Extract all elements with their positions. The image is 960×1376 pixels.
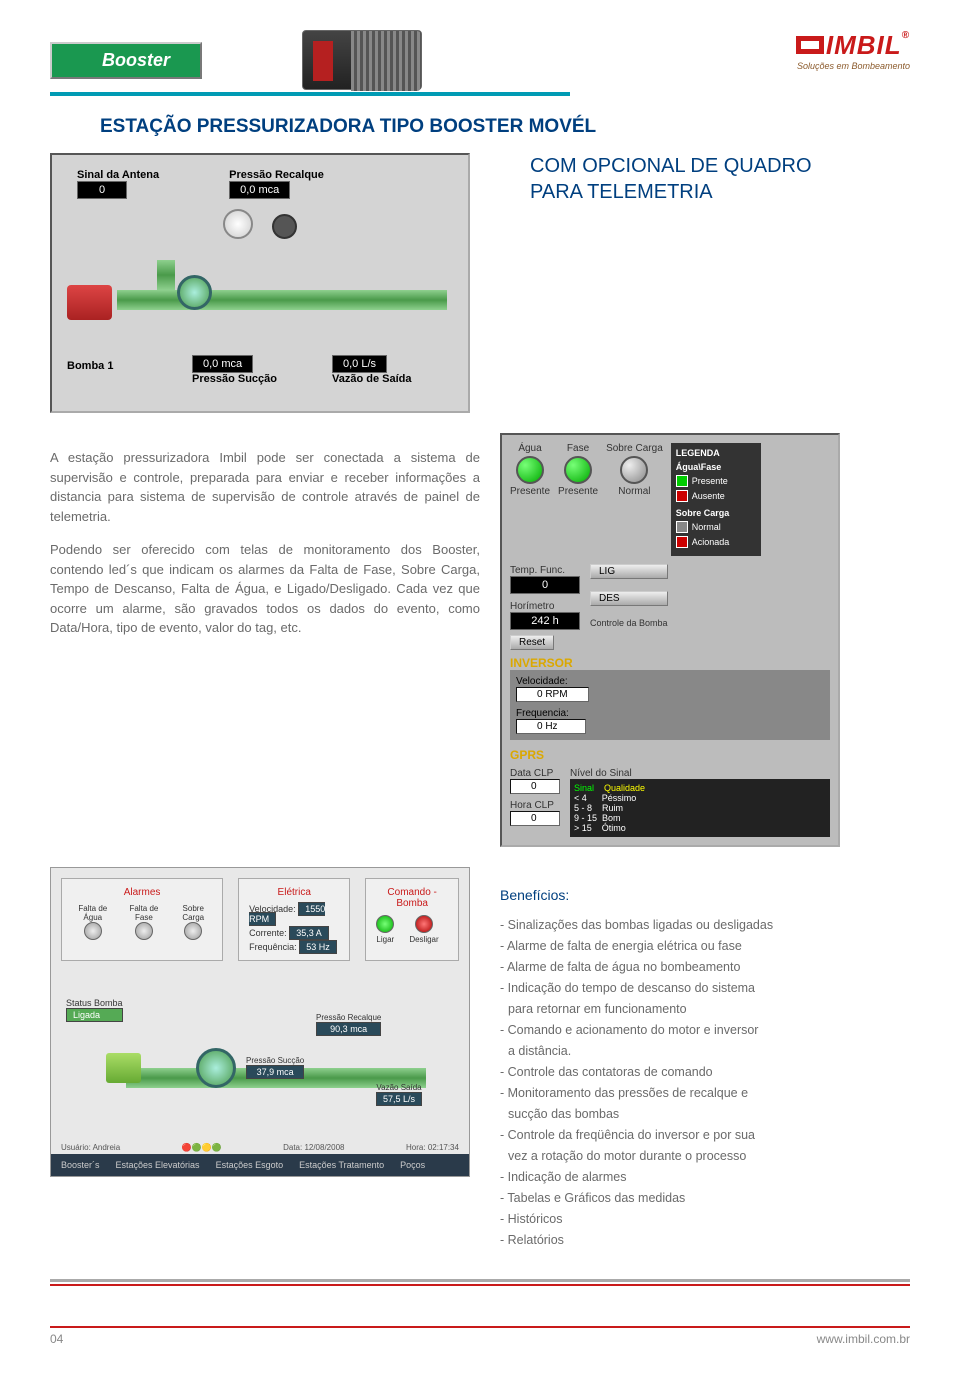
nivel-sinal-table: Sinal Qualidade < 4 Péssimo 5 - 8 Ruim 9…: [570, 779, 830, 837]
tab-tratamento[interactable]: Estações Tratamento: [293, 1158, 390, 1172]
pump-diagram: [67, 250, 447, 350]
pump-body-icon: [177, 275, 212, 310]
label-temp-func: Temp. Func.: [510, 565, 565, 576]
paragraph-2: Podendo ser oferecido com telas de monit…: [50, 540, 480, 638]
tab-esgoto[interactable]: Estações Esgoto: [210, 1158, 290, 1172]
label-gprs: GPRS: [510, 748, 830, 762]
value-velocidade: 0 RPM: [516, 687, 589, 702]
benefit-item: - Monitoramento das pressões de recalque…: [500, 1083, 910, 1103]
value-hora-clp: 0: [510, 811, 560, 826]
label-pressao-recalque: Pressão Recalque: [229, 169, 324, 181]
benefit-item: para retornar em funcionamento: [500, 999, 910, 1019]
label-horimetro: Horímetro: [510, 601, 554, 612]
value-pressao-recalque: 0,0 mca: [229, 181, 290, 199]
led-fase: [564, 456, 592, 484]
status-sobrecarga: Normal: [618, 486, 650, 497]
pump-body-icon-3: [196, 1048, 236, 1088]
benefits-list: - Sinalizações das bombas ligadas ou des…: [500, 915, 910, 1250]
tab-elevatorias[interactable]: Estações Elevatórias: [110, 1158, 206, 1172]
led-agua: [516, 456, 544, 484]
eletrica-group: Elétrica Velocidade: 1550 RPM Corrente: …: [238, 878, 350, 961]
legend-box: LEGENDA Água\Fase Presente Ausente Sobre…: [671, 443, 761, 556]
value-corr3: 35,3 A: [289, 926, 329, 940]
label-fase: Fase: [567, 443, 589, 454]
benefit-item: vez a rotação do motor durante o process…: [500, 1146, 910, 1166]
label-sinal-antena: Sinal da Antena: [77, 169, 159, 181]
benefit-item: sucção das bombas: [500, 1104, 910, 1124]
des-button[interactable]: DES: [590, 591, 668, 606]
benefit-item: - Comando e acionamento do motor e inver…: [500, 1020, 910, 1040]
motor-icon: [67, 285, 112, 320]
brand-logo: IMBIL® Soluções em Bombeamento: [796, 30, 910, 71]
value-pressao-succao: 0,0 mca: [192, 355, 253, 373]
label-pressao-succao: Pressão Sucção: [192, 373, 277, 385]
value-data-clp: 0: [510, 779, 560, 794]
reset-button[interactable]: Reset: [510, 635, 554, 650]
value-horimetro: 242 h: [510, 612, 580, 630]
benefit-item: - Indicação do tempo de descanso do sist…: [500, 978, 910, 998]
motor-icon-3: [106, 1053, 141, 1083]
hmi-panel-2: Água Presente Fase Presente Sobre Carga Nor…: [500, 433, 840, 847]
label-bomba: Bomba 1: [67, 360, 113, 372]
benefit-item: - Sinalizações das bombas ligadas ou des…: [500, 915, 910, 935]
pr-box: Pressão Recalque90,3 mca: [316, 1013, 381, 1036]
paragraph-1: A estação pressurizadora Imbil pode ser …: [50, 448, 480, 526]
page-title: ESTAÇÃO PRESSURIZADORA TIPO BOOSTER MOVÉ…: [100, 116, 910, 138]
vs-box: Vazão Saída57,5 L/s: [376, 1083, 422, 1106]
status-fase: Presente: [558, 486, 598, 497]
label-agua: Água: [518, 443, 541, 454]
benefit-item: a distância.: [500, 1041, 910, 1061]
benefit-item: - Tabelas e Gráficos das medidas: [500, 1188, 910, 1208]
valve-icon: [272, 214, 297, 239]
benefits-title: Benefícios:: [500, 887, 910, 903]
status-agua: Presente: [510, 486, 550, 497]
label-controle-bomba: Controle da Bomba: [590, 618, 668, 628]
hmi-panel-1: Sinal da Antena 0 Pressão Recalque 0,0 m…: [50, 153, 470, 413]
value-frequencia: 0 Hz: [516, 719, 586, 734]
ps-box: Pressão Sucção37,9 mca: [246, 1056, 304, 1079]
value-vazao-saida: 0,0 L/s: [332, 355, 387, 373]
benefit-item: - Alarme de falta de energia elétrica ou…: [500, 936, 910, 956]
led-sobre-carga: [184, 922, 202, 940]
equipment-photo: [302, 30, 422, 90]
alarmes-group: Alarmes Falta de Água Falta de Fase Sobr…: [61, 878, 223, 961]
benefit-item: - Alarme de falta de água no bombeamento: [500, 957, 910, 977]
value-freq3: 53 Hz: [299, 940, 337, 954]
label-data-clp: Data CLP: [510, 768, 560, 779]
led-sobrecarga: [620, 456, 648, 484]
benefit-item: - Controle da freqüência do inversor e p…: [500, 1125, 910, 1145]
label-nivel-sinal: Nível do Sinal: [570, 768, 830, 779]
tab-pocos[interactable]: Poços: [394, 1158, 431, 1172]
led-falta-agua: [84, 922, 102, 940]
benefit-item: - Indicação de alarmes: [500, 1167, 910, 1187]
product-tab: Booster: [50, 42, 202, 79]
nav-tabs: Booster´s Estações Elevatórias Estações …: [51, 1154, 469, 1176]
status-bar: Usuário: Andreia 🔴🟢🟡🟢 Data: 12/08/2008 H…: [61, 1143, 459, 1152]
tab-boosters[interactable]: Booster´s: [55, 1158, 106, 1172]
benefit-item: - Históricos: [500, 1209, 910, 1229]
led-falta-fase: [135, 922, 153, 940]
benefit-item: - Relatórios: [500, 1230, 910, 1250]
footer-rule: [50, 1279, 910, 1282]
subtitle: COM OPCIONAL DE QUADRO PARA TELEMETRIA: [530, 153, 910, 205]
comando-group: Comando - Bomba Ligar Desligar: [365, 878, 459, 961]
lig-button[interactable]: LIG: [590, 564, 668, 579]
label-hora-clp: Hora CLP: [510, 800, 560, 811]
desligar-button[interactable]: [415, 915, 433, 933]
label-sobrecarga: Sobre Carga: [606, 443, 663, 454]
value-sinal-antena: 0: [77, 181, 127, 199]
label-vazao-saida: Vazão de Saída: [332, 373, 411, 385]
footer-red-line: [50, 1284, 910, 1286]
pump-diagram-3: Pressão Recalque90,3 mca Pressão Sucção3…: [76, 998, 456, 1128]
divider-line: [50, 92, 570, 96]
label-inversor: INVERSOR: [510, 656, 830, 670]
hmi-panel-3: Alarmes Falta de Água Falta de Fase Sobr…: [50, 867, 470, 1177]
benefit-item: - Controle das contatoras de comando: [500, 1062, 910, 1082]
footer-url: www.imbil.com.br: [817, 1332, 910, 1346]
ligar-button[interactable]: [376, 915, 394, 933]
page-number: 04: [50, 1332, 63, 1346]
value-temp-func: 0: [510, 576, 580, 594]
gauge-icon: [223, 209, 253, 239]
inversor-panel: Velocidade:0 RPM Frequencia:0 Hz: [510, 670, 830, 740]
